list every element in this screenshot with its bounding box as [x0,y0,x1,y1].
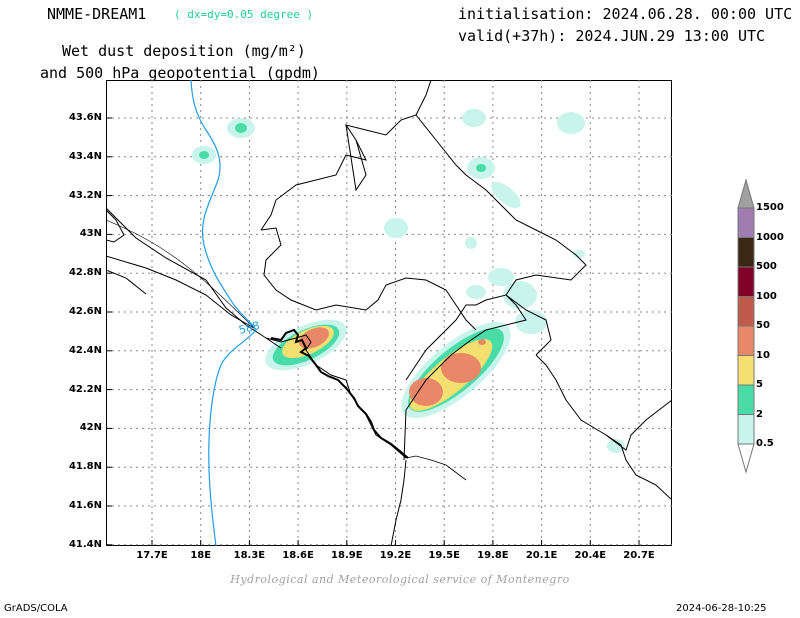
legend-level-label: 500 [756,261,777,272]
legend-swatch [737,325,755,356]
dust-patch [235,123,247,133]
coastlines-borders [106,80,672,546]
software-label: GrADS/COLA [4,603,68,614]
legend-swatch [737,237,755,268]
dust-patch [503,281,537,309]
dust-patch [466,285,486,299]
variable-title-line2: and 500 hPa geopotential (gpdm) [40,64,320,82]
lon-tick-label: 18.3E [233,550,266,561]
lon-tick-label: 17.7E [136,550,168,561]
model-resolution: ( dx=dy=0.05 degree ) [174,8,314,21]
lon-tick-label: 19.2E [379,550,412,561]
dust-patch [573,250,585,258]
axis-ticks [106,117,640,546]
lon-tick-label: 20.4E [574,550,607,561]
legend-level-label: 1000 [756,231,784,243]
legend-swatch [737,414,755,445]
lat-tick-label: 42.8N [68,267,102,279]
lon-tick-label: 20.7E [623,550,655,561]
legend-swatch [737,355,755,386]
legend-top-arrow [737,178,755,209]
lon-tick-label: 18.6E [282,550,314,561]
legend-swatch [737,207,755,238]
dust-patch [199,151,209,159]
lon-tick-label: 19.8E [477,550,509,561]
credit-text: Hydrological and Meteorological service … [230,573,570,586]
lat-tick-label: 43.2N [68,189,102,201]
dust-patch [384,218,408,238]
legend-level-label: 0.5 [756,438,774,449]
dust-patch [488,268,514,286]
legend-swatch [737,296,755,327]
legend-level-label: 50 [756,320,770,331]
legend-level-label: 10 [756,349,770,361]
lat-tick-label: 41.8N [68,461,102,473]
dust-patch [465,237,477,249]
lat-tick-label: 42.4N [68,344,102,356]
dust-patch [476,164,486,172]
map-plot: 588 [106,80,672,546]
coastline-bay [270,328,409,459]
dust-patch [462,109,486,127]
variable-title: Wet dust deposition (mg/m²) [62,42,306,60]
lon-tick-label: 18.9E [331,550,363,561]
legend-swatch [737,384,755,415]
dust-patch [607,439,625,453]
lon-tick-label: 20.1E [525,550,558,561]
gridlines [106,80,672,546]
lat-tick-label: 43N [79,228,102,240]
geopotential-contour [190,80,257,546]
lat-tick-label: 41.6N [68,500,102,511]
legend-swatch [737,266,755,297]
lat-tick-label: 41.4N [68,538,102,550]
lat-tick-label: 42N [79,422,102,434]
timestamp-label: 2024-06-28-10:25 [676,603,767,614]
contour-label: 588 [237,319,261,337]
initialisation-time: initialisation: 2024.06.28. 00:00 UTC [458,5,793,23]
lat-tick-label: 42.6N [68,306,102,317]
legend-level-label: 1500 [756,202,784,213]
lat-tick-label: 43.6N [68,112,102,123]
dust-patch [491,181,521,209]
lon-tick-label: 19.5E [428,550,460,561]
lat-tick-label: 43.4N [68,150,102,162]
lon-tick-label: 18E [190,550,212,561]
legend-level-label: 5 [756,379,763,390]
legend-bottom-arrow [737,443,755,474]
legend-level-label: 2 [756,408,763,420]
valid-time: valid(+37h): 2024.JUN.29 13:00 UTC [458,27,766,45]
dust-deposition-field [192,109,625,453]
color-legend [737,178,755,474]
lat-tick-label: 42.2N [68,383,102,395]
legend-level-label: 100 [756,290,777,302]
dust-patch [557,112,585,134]
model-name: NMME-DREAM1 [47,5,147,23]
